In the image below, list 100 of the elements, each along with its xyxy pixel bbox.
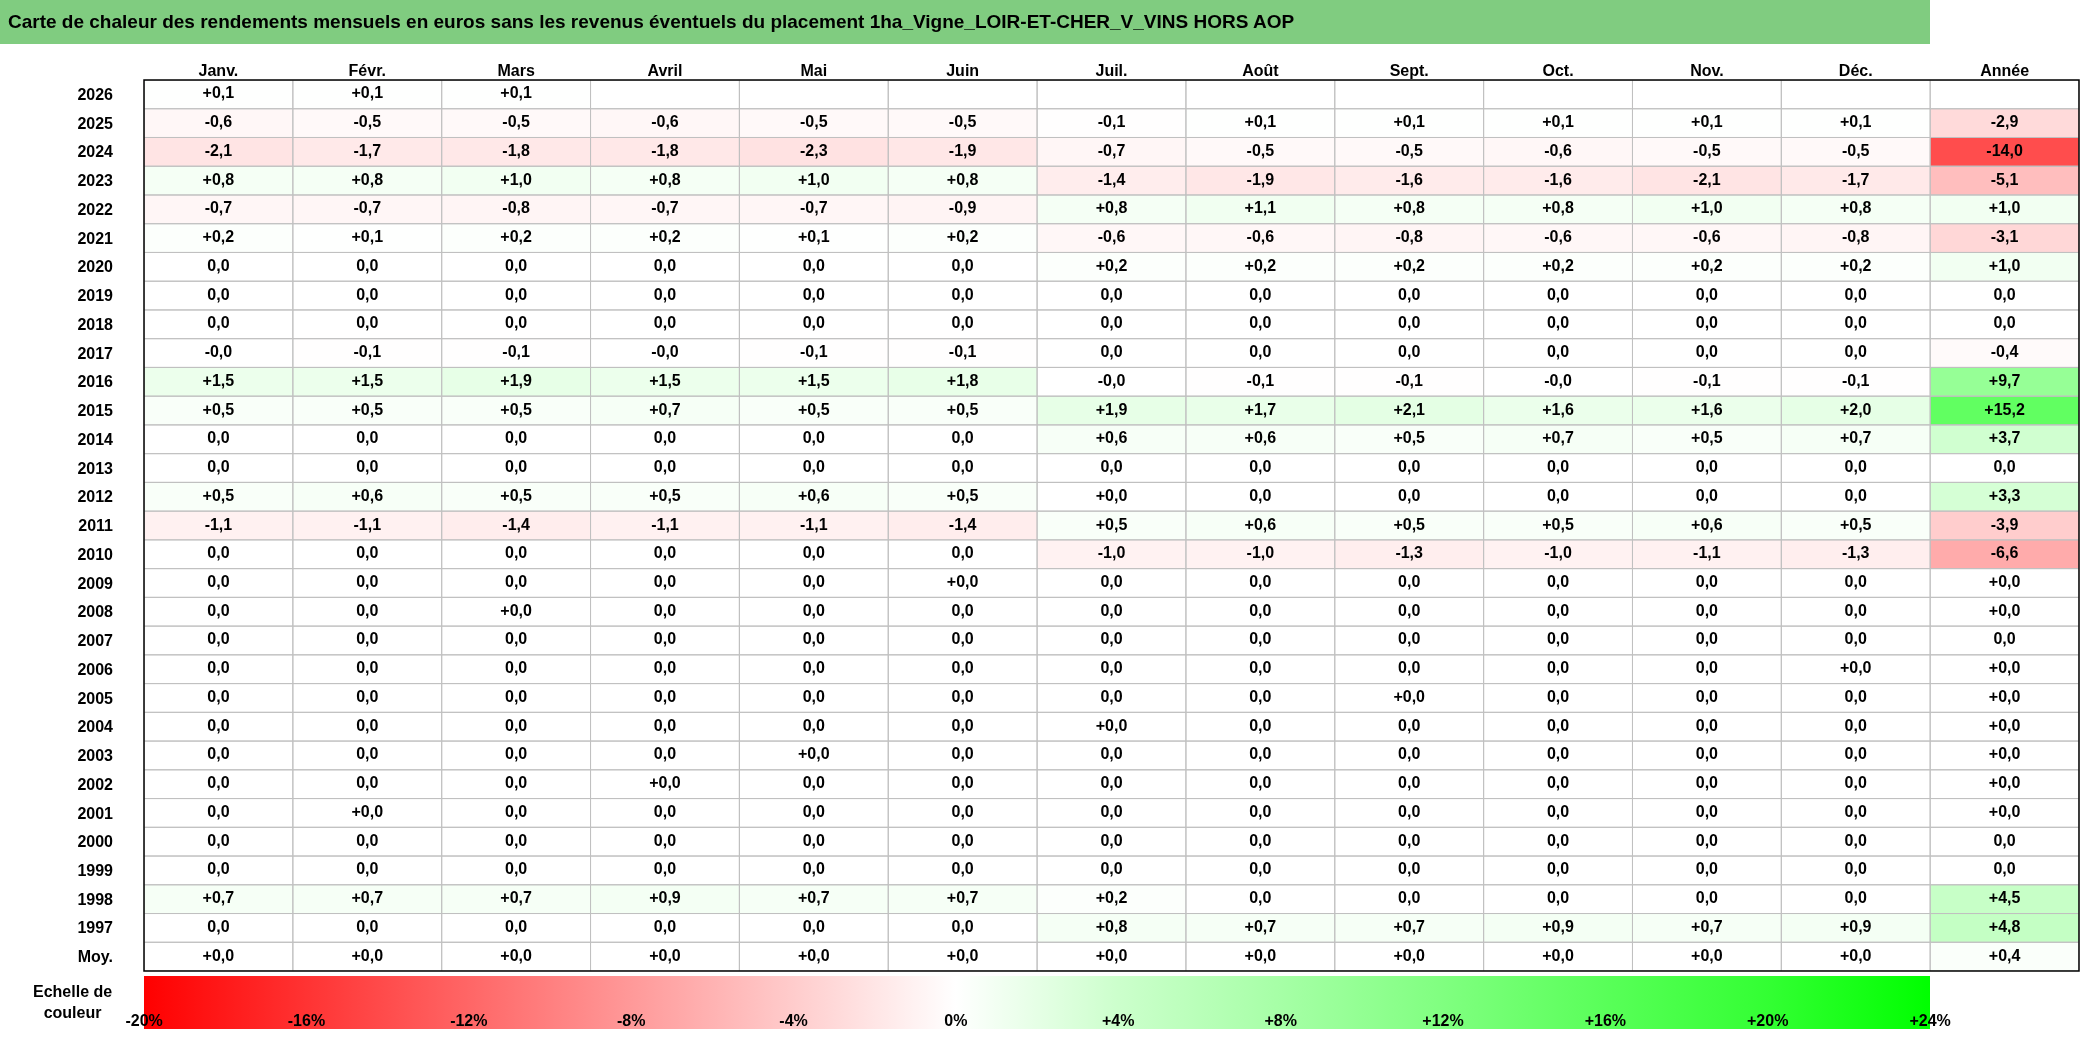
data-label: 0,0 (1844, 687, 1867, 705)
data-label: 0,0 (1398, 314, 1421, 332)
data-label: +1,9 (500, 371, 533, 389)
data-label: 0,0 (1844, 831, 1867, 849)
y-tick-label: 2022 (77, 200, 114, 218)
data-label: 0,0 (1695, 601, 1719, 619)
data-label: 0,0 (207, 544, 230, 562)
y-tick-label: 2024 (77, 143, 114, 161)
data-label: -1,1 (1693, 544, 1721, 562)
data-label: 0,0 (1546, 774, 1570, 792)
data-label: 0,0 (1695, 572, 1719, 590)
y-tick-label: 1998 (77, 890, 114, 908)
data-label: 0,0 (1695, 774, 1719, 792)
data-label: 0,0 (802, 572, 826, 590)
data-label: +0,0 (1095, 946, 1128, 964)
data-label: -0,5 (1693, 141, 1721, 159)
data-label: +4,5 (1988, 889, 2021, 907)
data-label: 0,0 (1100, 601, 1123, 619)
data-label: 0,0 (207, 601, 230, 619)
data-label: -0,6 (1693, 228, 1721, 246)
data-label: 0,0 (802, 630, 826, 648)
x-tick-label: Sept. (1389, 61, 1429, 79)
data-label: 0,0 (1100, 860, 1123, 878)
data-label: 0,0 (653, 256, 677, 274)
data-label: +0,0 (1988, 802, 2021, 820)
data-label: 0,0 (951, 544, 974, 562)
data-label: +0,0 (798, 745, 830, 763)
data-label: +0,0 (1988, 659, 2021, 677)
data-label: 0,0 (207, 429, 230, 447)
x-tick-label: Févr. (348, 61, 386, 79)
data-label: 0,0 (653, 285, 677, 303)
data-label: 0,0 (653, 917, 677, 935)
data-label: -1,4 (1097, 170, 1126, 188)
data-label: 0,0 (356, 285, 379, 303)
data-label: -1,9 (1246, 170, 1275, 188)
data-label: +0,1 (1839, 113, 1872, 131)
data-label: 0,0 (504, 716, 528, 734)
data-label: 0,0 (1398, 630, 1421, 648)
y-tick-label: 2008 (77, 603, 114, 621)
data-label: -1,9 (948, 141, 977, 159)
data-label: 0,0 (1100, 458, 1123, 476)
y-tick-label: 2002 (77, 775, 114, 793)
data-label: +3,7 (1988, 429, 2021, 447)
color-bar-label: -12% (450, 1011, 488, 1029)
data-label: +0,7 (1691, 917, 1723, 935)
data-label: -2,9 (1990, 113, 2019, 131)
data-label: +0,7 (1839, 429, 1872, 447)
data-label: 0,0 (802, 917, 826, 935)
data-label: 0,0 (1844, 774, 1867, 792)
y-tick-label: 2000 (77, 833, 114, 851)
x-tick-label: Mai (800, 61, 828, 79)
x-tick-label: Nov. (1690, 61, 1724, 79)
data-label: 0,0 (207, 314, 230, 332)
data-label: +0,5 (1839, 515, 1872, 533)
data-label: 0,0 (1249, 486, 1272, 504)
data-label: 0,0 (1695, 314, 1719, 332)
data-label: +0,5 (798, 400, 830, 418)
data-label: 0,0 (207, 917, 230, 935)
x-tick-label: Déc. (1838, 61, 1873, 79)
y-tick-label: 2014 (77, 430, 114, 448)
data-label: -0,6 (1097, 228, 1126, 246)
data-label: 0,0 (207, 572, 230, 590)
data-label: 0,0 (802, 860, 826, 878)
data-label: -0,7 (800, 199, 828, 217)
data-label: 0,0 (504, 314, 528, 332)
data-label: 0,0 (1249, 601, 1272, 619)
data-label: -0,7 (353, 199, 382, 217)
data-label: -1,1 (204, 515, 233, 533)
data-label: -1,0 (1097, 544, 1126, 562)
data-label: 0,0 (1100, 343, 1123, 361)
data-label: 0,0 (1100, 687, 1123, 705)
data-label: 0,0 (1100, 285, 1123, 303)
data-label: 0,0 (1695, 802, 1719, 820)
data-label: 0,0 (951, 774, 974, 792)
data-label: 0,0 (1398, 745, 1421, 763)
data-label: +0,5 (202, 400, 235, 418)
data-label: -0,5 (353, 113, 382, 131)
data-label: +0,5 (649, 486, 681, 504)
data-label: +0,0 (351, 946, 384, 964)
data-label: -0,8 (1841, 228, 1870, 246)
data-label: 0,0 (1695, 285, 1719, 303)
color-bar-label: +20% (1747, 1011, 1789, 1029)
data-label: +0,1 (1393, 113, 1426, 131)
data-label: +0,6 (1095, 429, 1128, 447)
data-label: +0,2 (202, 228, 235, 246)
data-label: -0,1 (1841, 371, 1870, 389)
data-label: 0,0 (1695, 630, 1719, 648)
y-tick-label: 2010 (77, 545, 114, 563)
x-tick-label: Janv. (198, 61, 239, 79)
data-label: -1,8 (502, 141, 530, 159)
data-label: 0,0 (356, 687, 379, 705)
data-label: -0,7 (1097, 141, 1126, 159)
data-label: 0,0 (951, 917, 974, 935)
data-label: 0,0 (951, 256, 974, 274)
data-label: +0,0 (1095, 716, 1128, 734)
data-label: 0,0 (1546, 889, 1570, 907)
data-label: +0,5 (946, 400, 979, 418)
y-tick-label: 2020 (77, 258, 114, 276)
data-label: -0,5 (948, 113, 977, 131)
y-tick-label: 1999 (77, 862, 114, 879)
